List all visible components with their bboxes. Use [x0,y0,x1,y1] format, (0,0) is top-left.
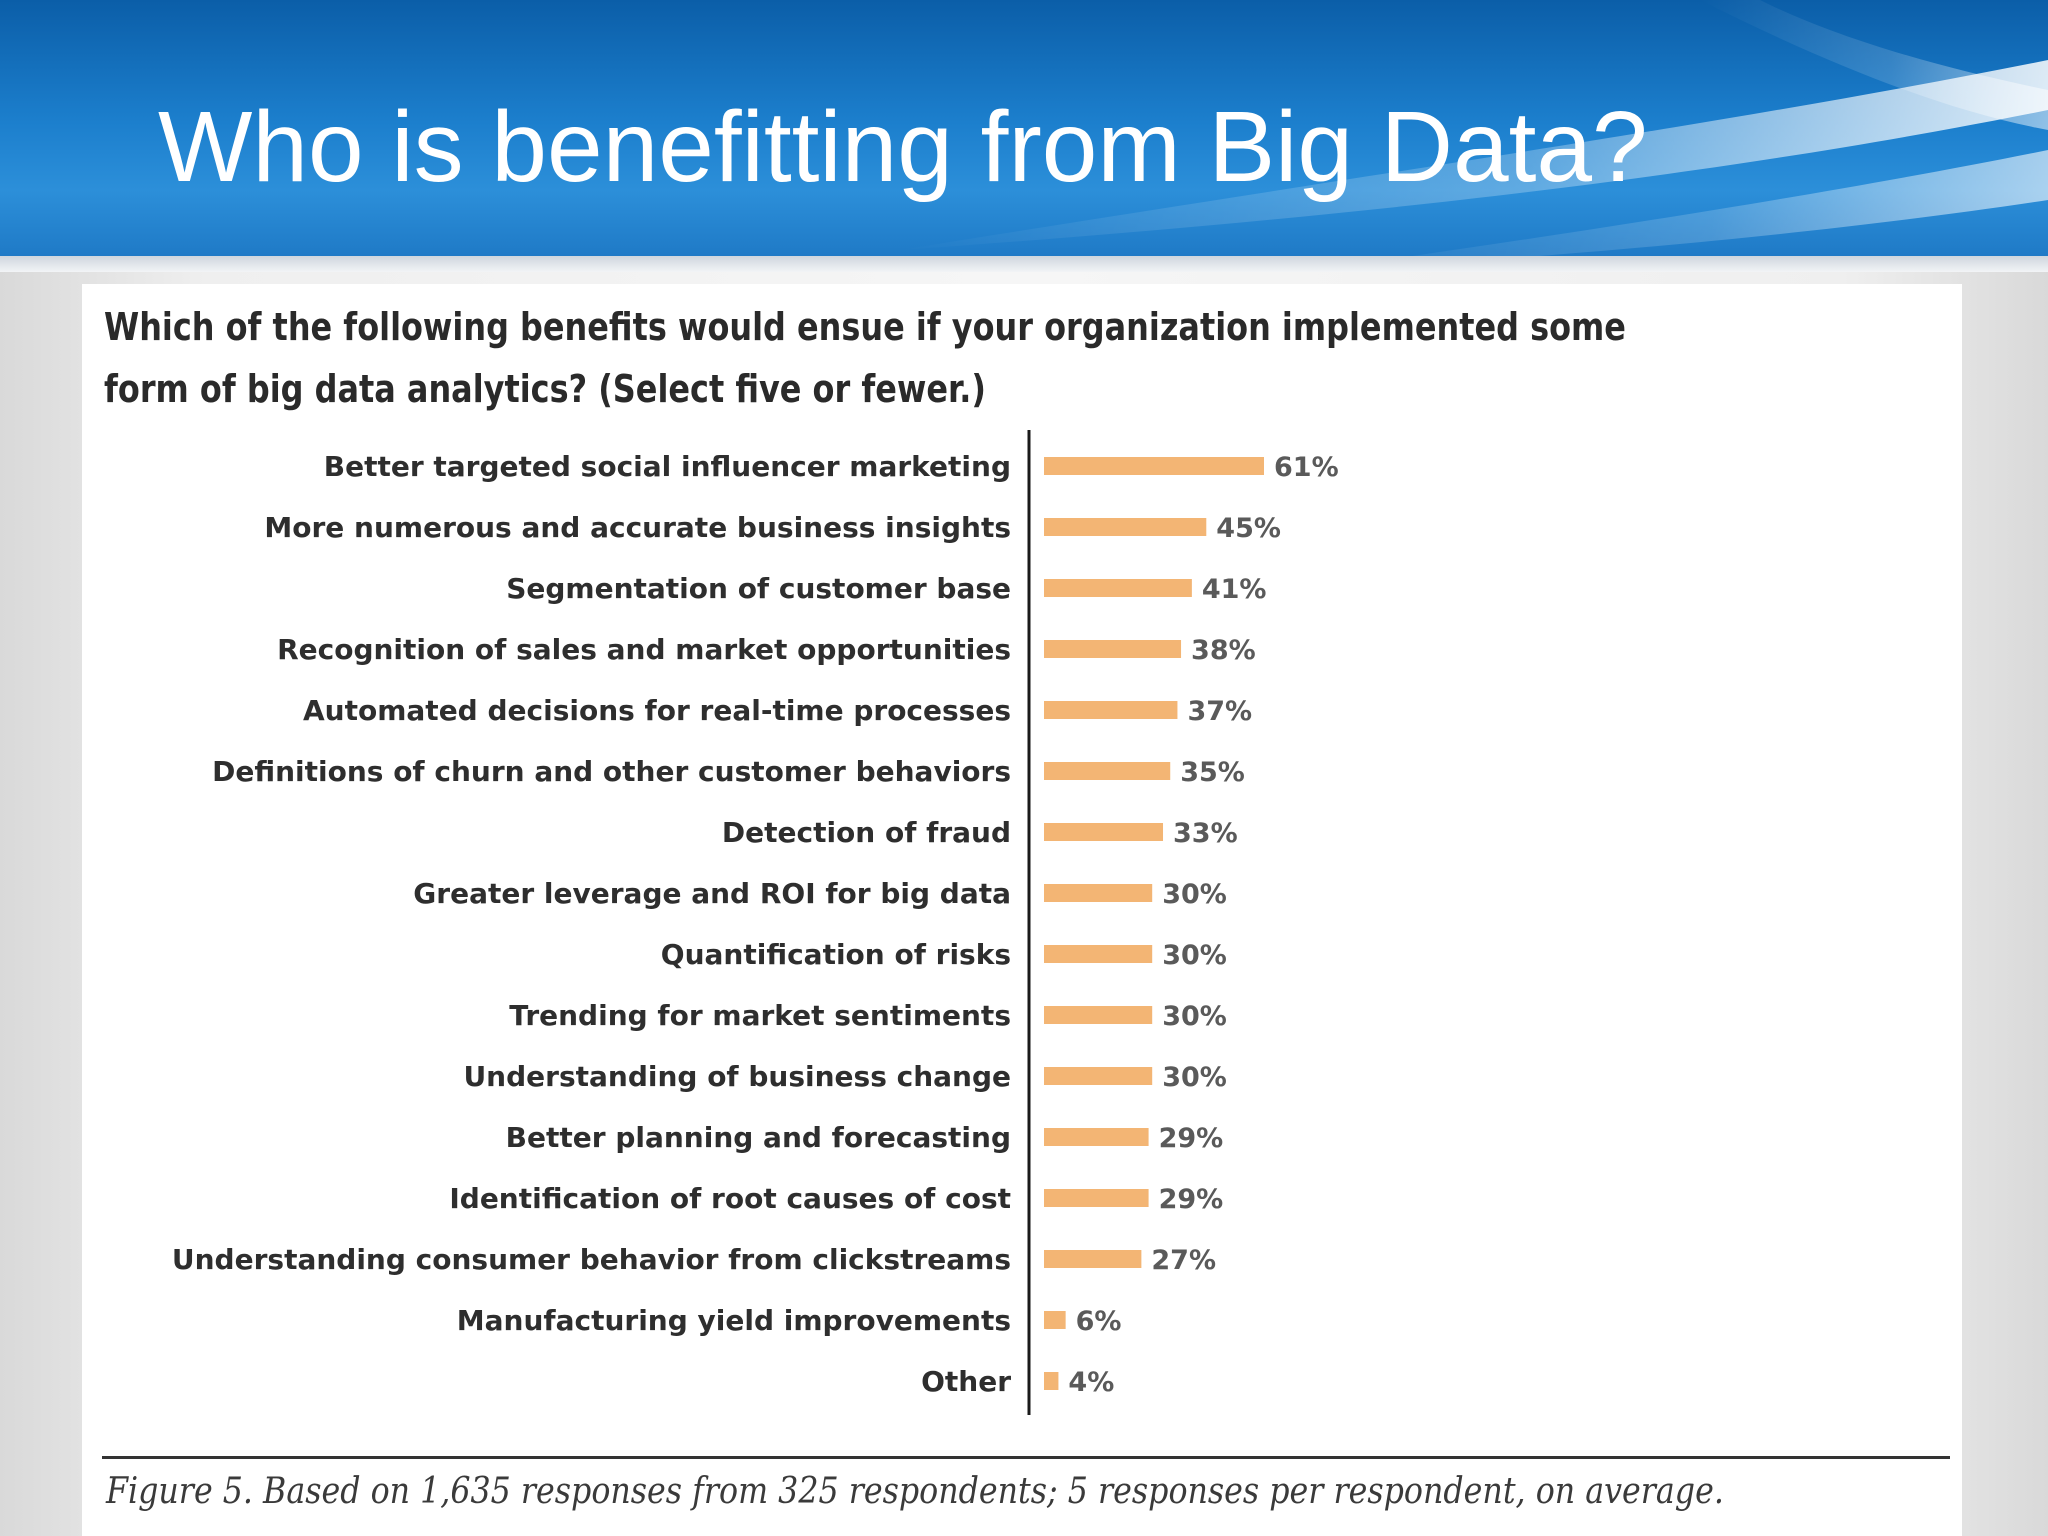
bar [1044,1372,1059,1390]
bar [1044,640,1182,658]
category-label: Definitions of churn and other customer … [212,755,1011,788]
category-label: Better targeted social influencer market… [324,450,1011,483]
title-banner: Who is benefitting from Big Data? [0,0,2048,272]
chart-title: Which of the following benefits would en… [104,305,1626,411]
bar [1044,1311,1066,1329]
category-label: Understanding of business change [463,1060,1011,1093]
bar-value-label: 38% [1191,635,1256,666]
category-label: More numerous and accurate business insi… [264,511,1011,544]
figure-panel: Which of the following benefits would en… [82,284,1962,1536]
category-label: Understanding consumer behavior from cli… [172,1243,1011,1276]
bar [1044,1128,1149,1146]
bar-value-label: 4% [1068,1367,1114,1398]
bar [1044,823,1164,841]
category-label: Recognition of sales and market opportun… [277,633,1011,666]
bar [1044,945,1153,963]
category-label: Detection of fraud [722,816,1011,849]
bar [1044,518,1207,536]
bar [1044,1250,1142,1268]
category-label: Trending for market sentiments [509,999,1011,1032]
bar-value-label: 29% [1159,1123,1224,1154]
category-label: Other [921,1365,1011,1398]
bar [1044,1006,1153,1024]
bar-value-label: 29% [1159,1184,1224,1215]
bar [1044,884,1153,902]
figure-caption: Figure 5. Based on 1,635 responses from … [106,1471,1724,1512]
bar-value-label: 27% [1151,1245,1216,1276]
bar-value-label: 37% [1187,696,1252,727]
bar [1044,701,1178,719]
bar-value-label: 30% [1162,940,1227,971]
category-label: Quantification of risks [661,938,1011,971]
category-label: Better planning and forecasting [506,1121,1011,1154]
bar [1044,579,1192,597]
caption-rule [102,1456,1950,1459]
bar-value-label: 35% [1180,757,1245,788]
banner-bottom-strip [0,256,2048,272]
bar-chart: Better targeted social influencer market… [172,430,1339,1415]
slide-title: Who is benefitting from Big Data? [158,91,1648,203]
category-label: Segmentation of customer base [506,572,1011,605]
category-label: Manufacturing yield improvements [457,1304,1011,1337]
banner-swoosh-decoration [900,0,2048,272]
bar-value-label: 33% [1173,818,1238,849]
bar [1044,457,1264,475]
bar-value-label: 41% [1202,574,1267,605]
bar-value-label: 45% [1216,513,1281,544]
bar [1044,1189,1149,1207]
bar [1044,762,1171,780]
bar-value-label: 61% [1274,452,1339,483]
bar-value-label: 6% [1076,1306,1122,1337]
category-label: Automated decisions for real-time proces… [303,694,1011,727]
bar-value-label: 30% [1162,1062,1227,1093]
category-label: Identification of root causes of cost [449,1182,1011,1215]
category-label: Greater leverage and ROI for big data [413,877,1011,910]
bar-value-label: 30% [1162,879,1227,910]
bar-value-label: 30% [1162,1001,1227,1032]
bar [1044,1067,1153,1085]
